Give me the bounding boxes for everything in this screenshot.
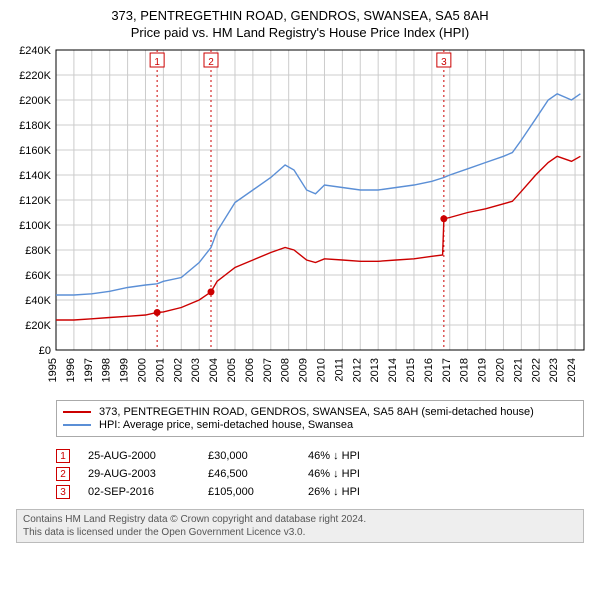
legend: 373, PENTREGETHIN ROAD, GENDROS, SWANSEA… xyxy=(56,400,584,437)
svg-text:2012: 2012 xyxy=(351,358,363,382)
event-list: 1 25-AUG-2000£30,00046% ↓ HPI 2 29-AUG-2003… xyxy=(56,445,584,503)
svg-text:2024: 2024 xyxy=(566,358,578,382)
svg-text:£0: £0 xyxy=(39,345,51,357)
legend-label: HPI: Average price, semi-detached house,… xyxy=(99,419,353,431)
svg-text:2013: 2013 xyxy=(369,358,381,382)
event-price: £30,000 xyxy=(208,450,308,462)
svg-text:£120K: £120K xyxy=(19,195,51,207)
svg-text:2007: 2007 xyxy=(262,358,274,382)
svg-text:1997: 1997 xyxy=(83,358,95,382)
svg-text:£240K: £240K xyxy=(19,46,51,57)
svg-text:2008: 2008 xyxy=(280,358,292,382)
figure: 373, PENTREGETHIN ROAD, GENDROS, SWANSEA… xyxy=(0,0,600,590)
svg-text:2016: 2016 xyxy=(423,358,435,382)
legend-swatch xyxy=(63,424,91,426)
chart-svg: £0 £20K £40K £60K £80K £100K £120K £140K £160K £1… xyxy=(6,46,594,396)
title-line-2: Price paid vs. HM Land Registry's House … xyxy=(6,25,594,40)
svg-text:2010: 2010 xyxy=(315,358,327,382)
event-price: £46,500 xyxy=(208,468,308,480)
svg-text:2022: 2022 xyxy=(530,358,542,382)
event-diff: 46% ↓ HPI xyxy=(308,450,360,462)
svg-text:2006: 2006 xyxy=(244,358,256,382)
svg-text:2005: 2005 xyxy=(226,358,238,382)
svg-text:2021: 2021 xyxy=(512,358,524,382)
titles: 373, PENTREGETHIN ROAD, GENDROS, SWANSEA… xyxy=(6,8,594,46)
event-row: 2 29-AUG-2003£46,50046% ↓ HPI xyxy=(56,467,584,481)
event-badge: 3 xyxy=(56,485,70,499)
svg-text:2003: 2003 xyxy=(190,358,202,382)
svg-text:£40K: £40K xyxy=(25,295,51,307)
svg-text:1: 1 xyxy=(154,57,160,68)
svg-text:2014: 2014 xyxy=(387,358,399,382)
event-date: 25-AUG-2000 xyxy=(88,450,208,462)
svg-text:2001: 2001 xyxy=(154,358,166,382)
footer-line-2: This data is licensed under the Open Gov… xyxy=(23,526,577,539)
event-diff: 46% ↓ HPI xyxy=(308,468,360,480)
svg-text:£160K: £160K xyxy=(19,145,51,157)
event-diff: 26% ↓ HPI xyxy=(308,486,360,498)
chart: £0 £20K £40K £60K £80K £100K £120K £140K £160K £1… xyxy=(6,46,594,396)
event-date: 02-SEP-2016 xyxy=(88,486,208,498)
svg-text:2019: 2019 xyxy=(477,358,489,382)
legend-item: 373, PENTREGETHIN ROAD, GENDROS, SWANSEA… xyxy=(63,406,577,418)
event-row: 1 25-AUG-2000£30,00046% ↓ HPI xyxy=(56,449,584,463)
svg-text:£80K: £80K xyxy=(25,245,51,257)
svg-text:1998: 1998 xyxy=(101,358,113,382)
svg-text:2009: 2009 xyxy=(298,358,310,382)
legend-swatch xyxy=(63,411,91,413)
svg-text:2000: 2000 xyxy=(136,358,148,382)
svg-text:1999: 1999 xyxy=(119,358,131,382)
svg-text:2: 2 xyxy=(208,57,214,68)
event-row: 3 02-SEP-2016£105,00026% ↓ HPI xyxy=(56,485,584,499)
svg-text:£180K: £180K xyxy=(19,120,51,132)
event-badge: 2 xyxy=(56,467,70,481)
svg-text:2017: 2017 xyxy=(441,358,453,382)
svg-text:£60K: £60K xyxy=(25,270,51,282)
legend-item: HPI: Average price, semi-detached house,… xyxy=(63,419,577,431)
event-date: 29-AUG-2003 xyxy=(88,468,208,480)
svg-text:£100K: £100K xyxy=(19,220,51,232)
svg-text:£220K: £220K xyxy=(19,70,51,82)
footer-attribution: Contains HM Land Registry data © Crown c… xyxy=(16,509,584,543)
event-price: £105,000 xyxy=(208,486,308,498)
svg-text:2020: 2020 xyxy=(494,358,506,382)
svg-text:2004: 2004 xyxy=(208,358,220,382)
footer-line-1: Contains HM Land Registry data © Crown c… xyxy=(23,513,577,526)
svg-text:£140K: £140K xyxy=(19,170,51,182)
title-line-1: 373, PENTREGETHIN ROAD, GENDROS, SWANSEA… xyxy=(6,8,594,23)
legend-label: 373, PENTREGETHIN ROAD, GENDROS, SWANSEA… xyxy=(99,406,534,418)
svg-text:2002: 2002 xyxy=(172,358,184,382)
svg-text:2015: 2015 xyxy=(405,358,417,382)
svg-text:3: 3 xyxy=(441,57,447,68)
svg-text:£200K: £200K xyxy=(19,95,51,107)
svg-text:1996: 1996 xyxy=(65,358,77,382)
svg-text:2018: 2018 xyxy=(459,358,471,382)
svg-text:1995: 1995 xyxy=(47,358,59,382)
svg-text:£20K: £20K xyxy=(25,320,51,332)
event-badge: 1 xyxy=(56,449,70,463)
svg-text:2011: 2011 xyxy=(333,358,345,382)
svg-text:2023: 2023 xyxy=(548,358,560,382)
